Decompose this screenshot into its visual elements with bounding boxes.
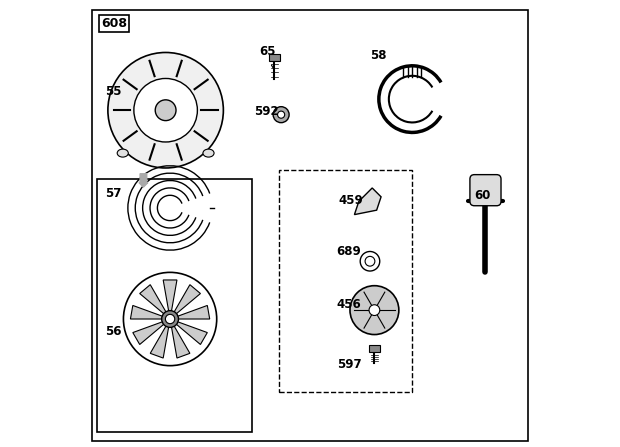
Circle shape bbox=[278, 111, 285, 118]
Bar bbox=[279, 170, 412, 392]
Polygon shape bbox=[163, 280, 177, 312]
Text: 60: 60 bbox=[474, 189, 491, 202]
Text: 58: 58 bbox=[370, 49, 386, 62]
Ellipse shape bbox=[117, 149, 128, 157]
Polygon shape bbox=[177, 305, 210, 319]
Circle shape bbox=[365, 257, 375, 266]
Text: 689: 689 bbox=[337, 245, 361, 258]
Bar bbox=[97, 179, 252, 432]
Bar bbox=[269, 54, 280, 61]
FancyArrow shape bbox=[139, 174, 148, 187]
Bar bbox=[369, 345, 379, 352]
Polygon shape bbox=[150, 325, 169, 358]
Circle shape bbox=[162, 311, 179, 327]
Text: 56: 56 bbox=[105, 325, 122, 337]
Text: 55: 55 bbox=[105, 84, 122, 98]
Text: 57: 57 bbox=[105, 187, 121, 200]
Circle shape bbox=[273, 107, 289, 122]
Text: 592: 592 bbox=[254, 105, 279, 118]
Polygon shape bbox=[175, 321, 207, 345]
Polygon shape bbox=[171, 325, 190, 358]
Text: 456: 456 bbox=[337, 298, 361, 311]
Polygon shape bbox=[140, 285, 167, 315]
Circle shape bbox=[155, 100, 176, 121]
Text: 608: 608 bbox=[101, 17, 127, 30]
Text: 597: 597 bbox=[337, 358, 361, 371]
Polygon shape bbox=[130, 305, 164, 319]
Circle shape bbox=[166, 314, 175, 324]
Circle shape bbox=[123, 272, 217, 366]
Polygon shape bbox=[133, 321, 165, 345]
Circle shape bbox=[108, 52, 223, 168]
Polygon shape bbox=[355, 188, 381, 215]
Text: 65: 65 bbox=[259, 45, 275, 58]
Circle shape bbox=[369, 305, 380, 316]
Circle shape bbox=[350, 286, 399, 334]
Polygon shape bbox=[174, 285, 200, 315]
Text: 459: 459 bbox=[339, 194, 363, 207]
Circle shape bbox=[134, 79, 197, 142]
Ellipse shape bbox=[203, 149, 214, 157]
FancyBboxPatch shape bbox=[470, 175, 501, 206]
Circle shape bbox=[360, 252, 379, 271]
